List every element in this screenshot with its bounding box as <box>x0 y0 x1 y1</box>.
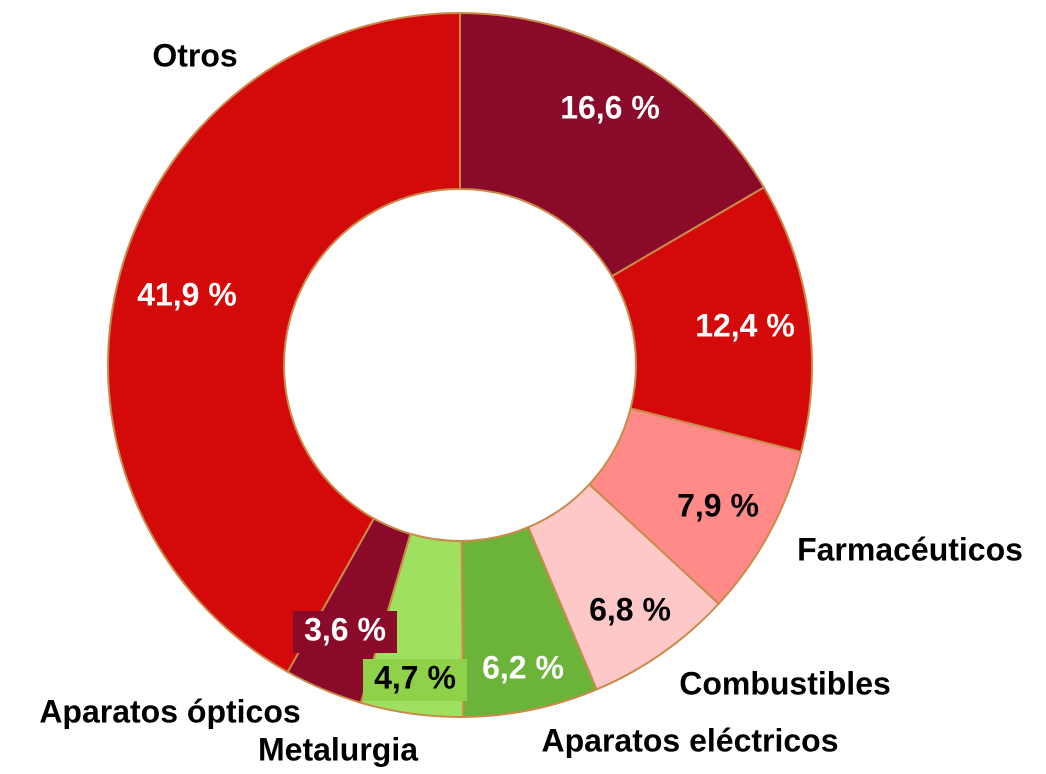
donut-segment <box>610 186 813 454</box>
value-label: 6,2 % <box>482 649 564 685</box>
value-label: 4,7 % <box>374 659 456 695</box>
value-label: 16,6 % <box>560 89 660 125</box>
donut-segment <box>107 11 461 674</box>
category-label: Otros <box>152 37 237 73</box>
value-label: 41,9 % <box>137 276 237 312</box>
donut-segment <box>459 11 766 278</box>
value-label: 6,8 % <box>589 591 671 627</box>
value-label: 3,6 % <box>304 611 386 647</box>
value-label: 7,9 % <box>677 487 759 523</box>
category-label: Combustibles <box>679 665 891 701</box>
category-label: Aparatos ópticos <box>39 693 300 729</box>
label-box <box>363 659 467 701</box>
category-label: Aparatos eléctricos <box>541 722 838 758</box>
value-label: 12,4 % <box>695 307 795 343</box>
label-box <box>293 611 397 653</box>
category-label: Farmacéuticos <box>797 531 1023 567</box>
category-label: Metalurgia <box>258 731 418 767</box>
